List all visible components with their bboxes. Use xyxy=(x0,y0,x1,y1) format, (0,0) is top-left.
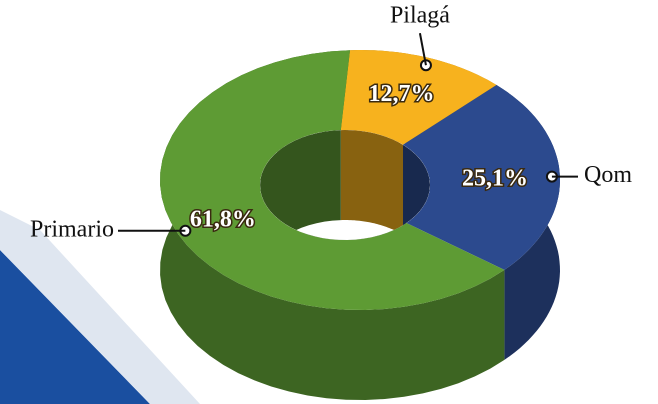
value-label: 12,7% xyxy=(368,81,434,107)
value-label: 25,1% xyxy=(462,165,528,191)
value-label: 61,8% xyxy=(190,206,256,232)
category-label: Pilagá xyxy=(390,3,450,29)
category-label: Primario xyxy=(30,216,114,242)
category-label: Qom xyxy=(584,162,632,188)
slice-inner-wall xyxy=(341,130,403,235)
chart: 12,7% Pilagá 25,1% Qom 61,8% Primario xyxy=(0,0,658,404)
